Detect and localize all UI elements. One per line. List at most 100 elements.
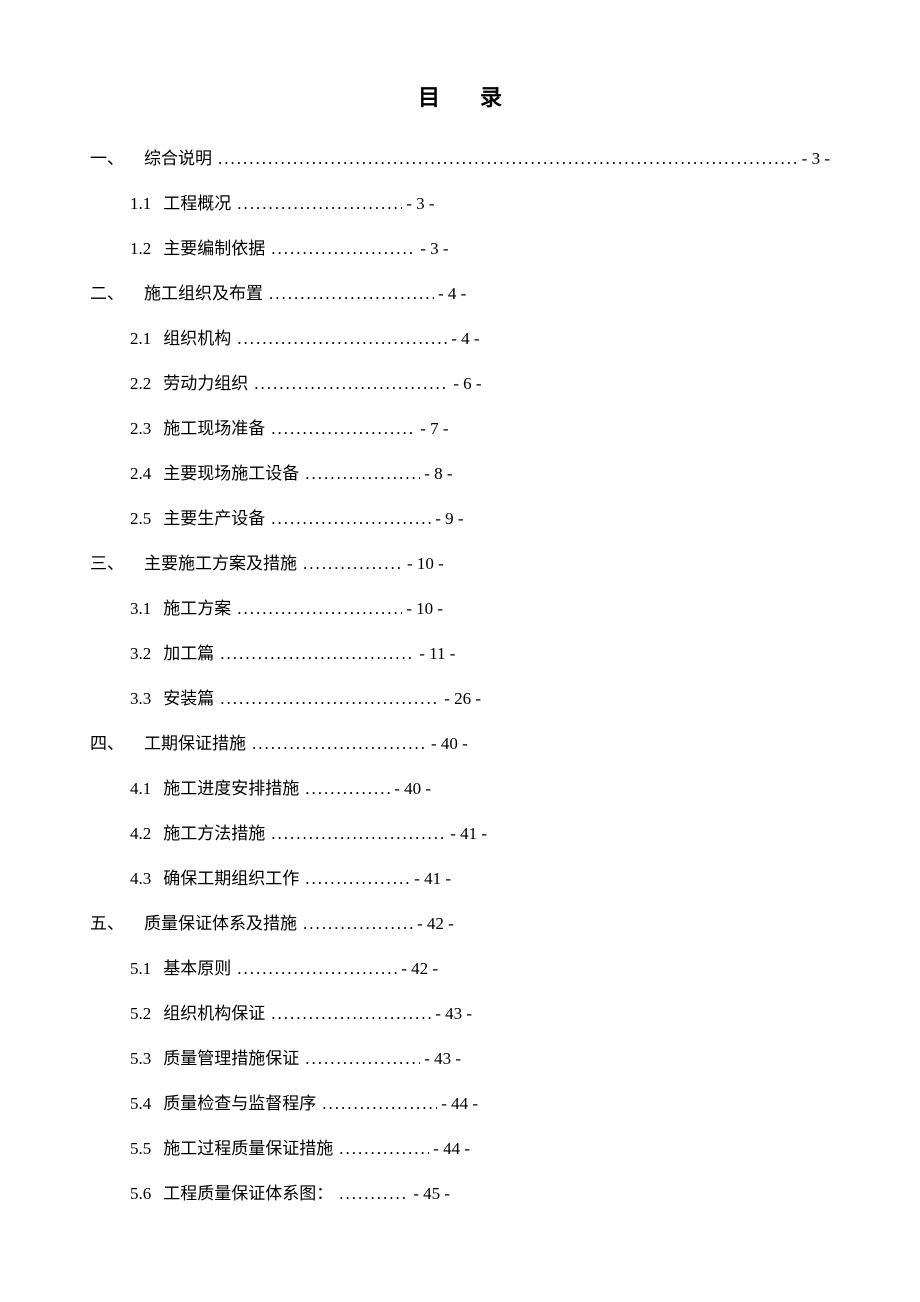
toc-label: 确保工期组织工作 [163, 870, 299, 887]
toc-row: 三、主要施工方案及措施- 10 - [90, 555, 830, 572]
toc-leader-dots [303, 555, 403, 572]
toc-number: 5.1 [130, 960, 151, 977]
toc-label: 工程概况 [163, 195, 231, 212]
toc-leader-dots [305, 465, 420, 482]
toc-label: 组织机构 [163, 330, 231, 347]
toc-page-number: - 41 - [450, 825, 487, 842]
toc-label: 施工组织及布置 [144, 285, 263, 302]
toc-number: 5.4 [130, 1095, 151, 1112]
toc-number: 5.2 [130, 1005, 151, 1022]
toc-leader-dots [271, 825, 446, 842]
toc-page-number: - 11 - [419, 645, 455, 662]
toc-number: 4.3 [130, 870, 151, 887]
toc-label: 施工过程质量保证措施 [163, 1140, 333, 1157]
toc-number: 二、 [90, 285, 124, 302]
toc-leader-dots [305, 780, 390, 797]
toc-number: 3.1 [130, 600, 151, 617]
toc-row: 2.3施工现场准备- 7 - [90, 420, 830, 437]
toc-label: 质量检查与监督程序 [163, 1095, 316, 1112]
toc-page-number: - 40 - [431, 735, 468, 752]
toc-number: 1.1 [130, 195, 151, 212]
toc-label: 工期保证措施 [144, 735, 246, 752]
toc-row: 5.4 质量检查与监督程序 - 44 - [90, 1095, 830, 1112]
toc-label: 综合说明 [144, 150, 212, 167]
toc-row: 4.1 施工进度安排措施 - 40 - [90, 780, 830, 797]
toc-label: 劳动力组织 [163, 375, 248, 392]
toc-leader-dots [252, 735, 427, 752]
toc-row: 5.3 质量管理措施保证 - 43 - [90, 1050, 830, 1067]
toc-row: 3.2 加工篇 - 11 - [90, 645, 830, 662]
toc-label: 主要生产设备 [163, 510, 265, 527]
toc-page-number: - 4 - [451, 330, 479, 347]
toc-label: 施工方法措施 [163, 825, 265, 842]
toc-row: 4.3 确保工期组织工作 - 41 - [90, 870, 830, 887]
toc-page-number: - 44 - [433, 1140, 470, 1157]
toc-label: 主要编制依据 [163, 240, 265, 257]
toc-page-number: - 40 - [394, 780, 431, 797]
toc-number: 2.2 [130, 375, 151, 392]
toc-page-number: - 44 - [441, 1095, 478, 1112]
toc-label: 工程质量保证体系图： [163, 1185, 333, 1202]
toc-label: 组织机构保证 [163, 1005, 265, 1022]
toc-number: 2.4 [130, 465, 151, 482]
toc-page-number: - 8 - [424, 465, 452, 482]
toc-label: 加工篇 [163, 645, 214, 662]
toc-label: 施工方案 [163, 600, 231, 617]
toc-row: 四、 工期保证措施 - 40 - [90, 735, 830, 752]
toc-page-number: - 41 - [414, 870, 451, 887]
toc-page-number: - 42 - [401, 960, 438, 977]
toc-page-number: - 10 - [406, 600, 443, 617]
toc-number: 5.5 [130, 1140, 151, 1157]
page-title: 目录 [90, 80, 830, 112]
toc-number: 4.2 [130, 825, 151, 842]
toc-row: 一、综合说明- 3 - [90, 150, 830, 167]
toc-leader-dots [271, 510, 431, 527]
toc-label: 安装篇 [163, 690, 214, 707]
toc-row: 5.5 施工过程质量保证措施 - 44 - [90, 1140, 830, 1157]
toc-row: 2.5 主要生产设备 - 9 - [90, 510, 830, 527]
toc-row: 1.2 主要编制依据 - 3 - [90, 240, 830, 257]
toc-number: 四、 [90, 735, 124, 752]
toc-number: 五、 [90, 915, 124, 932]
toc-page-number: - 43 - [435, 1005, 472, 1022]
toc-label: 主要施工方案及措施 [144, 555, 297, 572]
toc-row: 5.6工程质量保证体系图：- 45 - [90, 1185, 830, 1202]
toc-leader-dots [237, 330, 447, 347]
toc-label: 质量管理措施保证 [163, 1050, 299, 1067]
toc-number: 1.2 [130, 240, 151, 257]
toc-row: 二、 施工组织及布置 - 4 - [90, 285, 830, 302]
table-of-contents: 一、综合说明- 3 -1.1工程概况- 3 -1.2主要编制依据- 3 -二、施… [90, 150, 830, 1202]
toc-leader-dots [218, 150, 798, 167]
toc-leader-dots [220, 645, 415, 662]
toc-row: 5.2 组织机构保证 - 43 - [90, 1005, 830, 1022]
toc-label: 施工进度安排措施 [163, 780, 299, 797]
toc-number: 2.5 [130, 510, 151, 527]
toc-page-number: - 3 - [420, 240, 448, 257]
toc-label: 基本原则 [163, 960, 231, 977]
toc-label: 施工现场准备 [163, 420, 265, 437]
toc-page-number: - 9 - [435, 510, 463, 527]
toc-row: 3.3安装篇- 26 - [90, 690, 830, 707]
toc-page-number: - 3 - [406, 195, 434, 212]
toc-page-number: - 45 - [413, 1185, 450, 1202]
toc-leader-dots [237, 195, 402, 212]
toc-row: 5.1 基本原则 - 42 - [90, 960, 830, 977]
toc-number: 三、 [90, 555, 124, 572]
toc-leader-dots [305, 1050, 420, 1067]
toc-leader-dots [269, 285, 434, 302]
toc-leader-dots [303, 915, 413, 932]
toc-number: 4.1 [130, 780, 151, 797]
toc-leader-dots [305, 870, 410, 887]
toc-leader-dots [271, 1005, 431, 1022]
toc-row: 2.4 主要现场施工设备 - 8 - [90, 465, 830, 482]
toc-leader-dots [271, 420, 416, 437]
toc-number: 2.3 [130, 420, 151, 437]
toc-label: 质量保证体系及措施 [144, 915, 297, 932]
toc-number: 5.3 [130, 1050, 151, 1067]
toc-number: 3.2 [130, 645, 151, 662]
toc-row: 4.2 施工方法措施 - 41 - [90, 825, 830, 842]
toc-page-number: - 4 - [438, 285, 466, 302]
toc-row: 1.1 工程概况 - 3 - [90, 195, 830, 212]
toc-page-number: - 43 - [424, 1050, 461, 1067]
toc-label: 主要现场施工设备 [163, 465, 299, 482]
